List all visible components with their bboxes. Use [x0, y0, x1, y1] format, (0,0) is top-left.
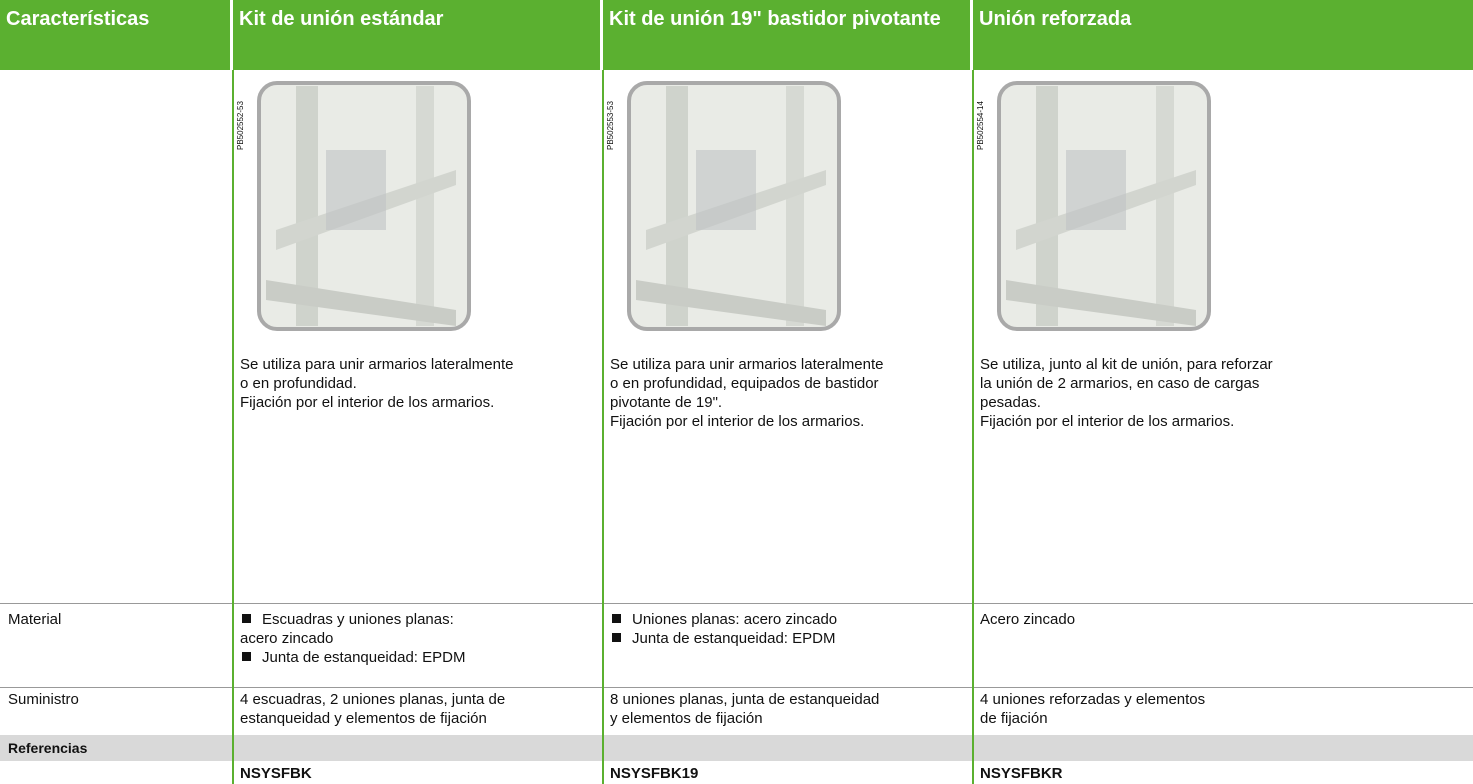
product-photo — [997, 81, 1211, 331]
row-label: Suministro — [8, 691, 79, 708]
image-code: PB502553-53 — [606, 101, 615, 150]
supply: 8 uniones planas, junta de estanqueidad — [610, 691, 880, 708]
header-cell: Kit de unión 19" bastidor pivotante — [603, 0, 970, 70]
image-code: PB502552-53 — [236, 101, 245, 150]
column-line — [232, 70, 234, 784]
description: pesadas. — [980, 394, 1041, 411]
description: Se utiliza, junto al kit de unión, para … — [980, 356, 1273, 373]
description: o en profundidad. — [240, 375, 357, 392]
description: o en profundidad, equipados de bastidor — [610, 375, 879, 392]
reference: NSYSFBK19 — [610, 765, 699, 782]
material-item: Uniones planas: acero zincado — [610, 610, 837, 629]
material-item: Junta de estanqueidad: EPDM — [240, 648, 465, 667]
description: Fijación por el interior de los armarios… — [980, 413, 1235, 430]
row-label: Material — [8, 611, 62, 628]
material-item: Escuadras y uniones planas: — [240, 610, 454, 629]
header-cell: Unión reforzada — [973, 0, 1473, 70]
reference: NSYSFBKR — [980, 765, 1063, 782]
row-line — [0, 603, 1473, 604]
header-cell: Kit de unión estándar — [233, 0, 600, 70]
material-item: Junta de estanqueidad: EPDM — [610, 629, 835, 648]
image-code: PB502554-14 — [976, 101, 985, 150]
product-photo — [257, 81, 471, 331]
row-line — [0, 687, 1473, 688]
column-line — [972, 70, 974, 784]
description: pivotante de 19". — [610, 394, 723, 411]
description: Se utiliza para unir armarios lateralmen… — [240, 356, 514, 373]
material-item: acero zincado — [240, 630, 334, 647]
description: Fijación por el interior de los armarios… — [240, 394, 495, 411]
header-cell: Características — [0, 0, 230, 70]
description: la unión de 2 armarios, en caso de carga… — [980, 375, 1260, 392]
section-band: Referencias — [0, 735, 1473, 761]
material: Acero zincado — [980, 611, 1076, 628]
supply: 4 escuadras, 2 uniones planas, junta de — [240, 691, 506, 708]
description: Fijación por el interior de los armarios… — [610, 413, 865, 430]
supply: y elementos de fijación — [610, 710, 763, 727]
reference: NSYSFBK — [240, 765, 312, 782]
supply: estanqueidad y elementos de fijación — [240, 710, 487, 727]
supply: de fijación — [980, 710, 1048, 727]
description: Se utiliza para unir armarios lateralmen… — [610, 356, 884, 373]
product-photo — [627, 81, 841, 331]
supply: 4 uniones reforzadas y elementos — [980, 691, 1206, 708]
column-line — [602, 70, 604, 784]
